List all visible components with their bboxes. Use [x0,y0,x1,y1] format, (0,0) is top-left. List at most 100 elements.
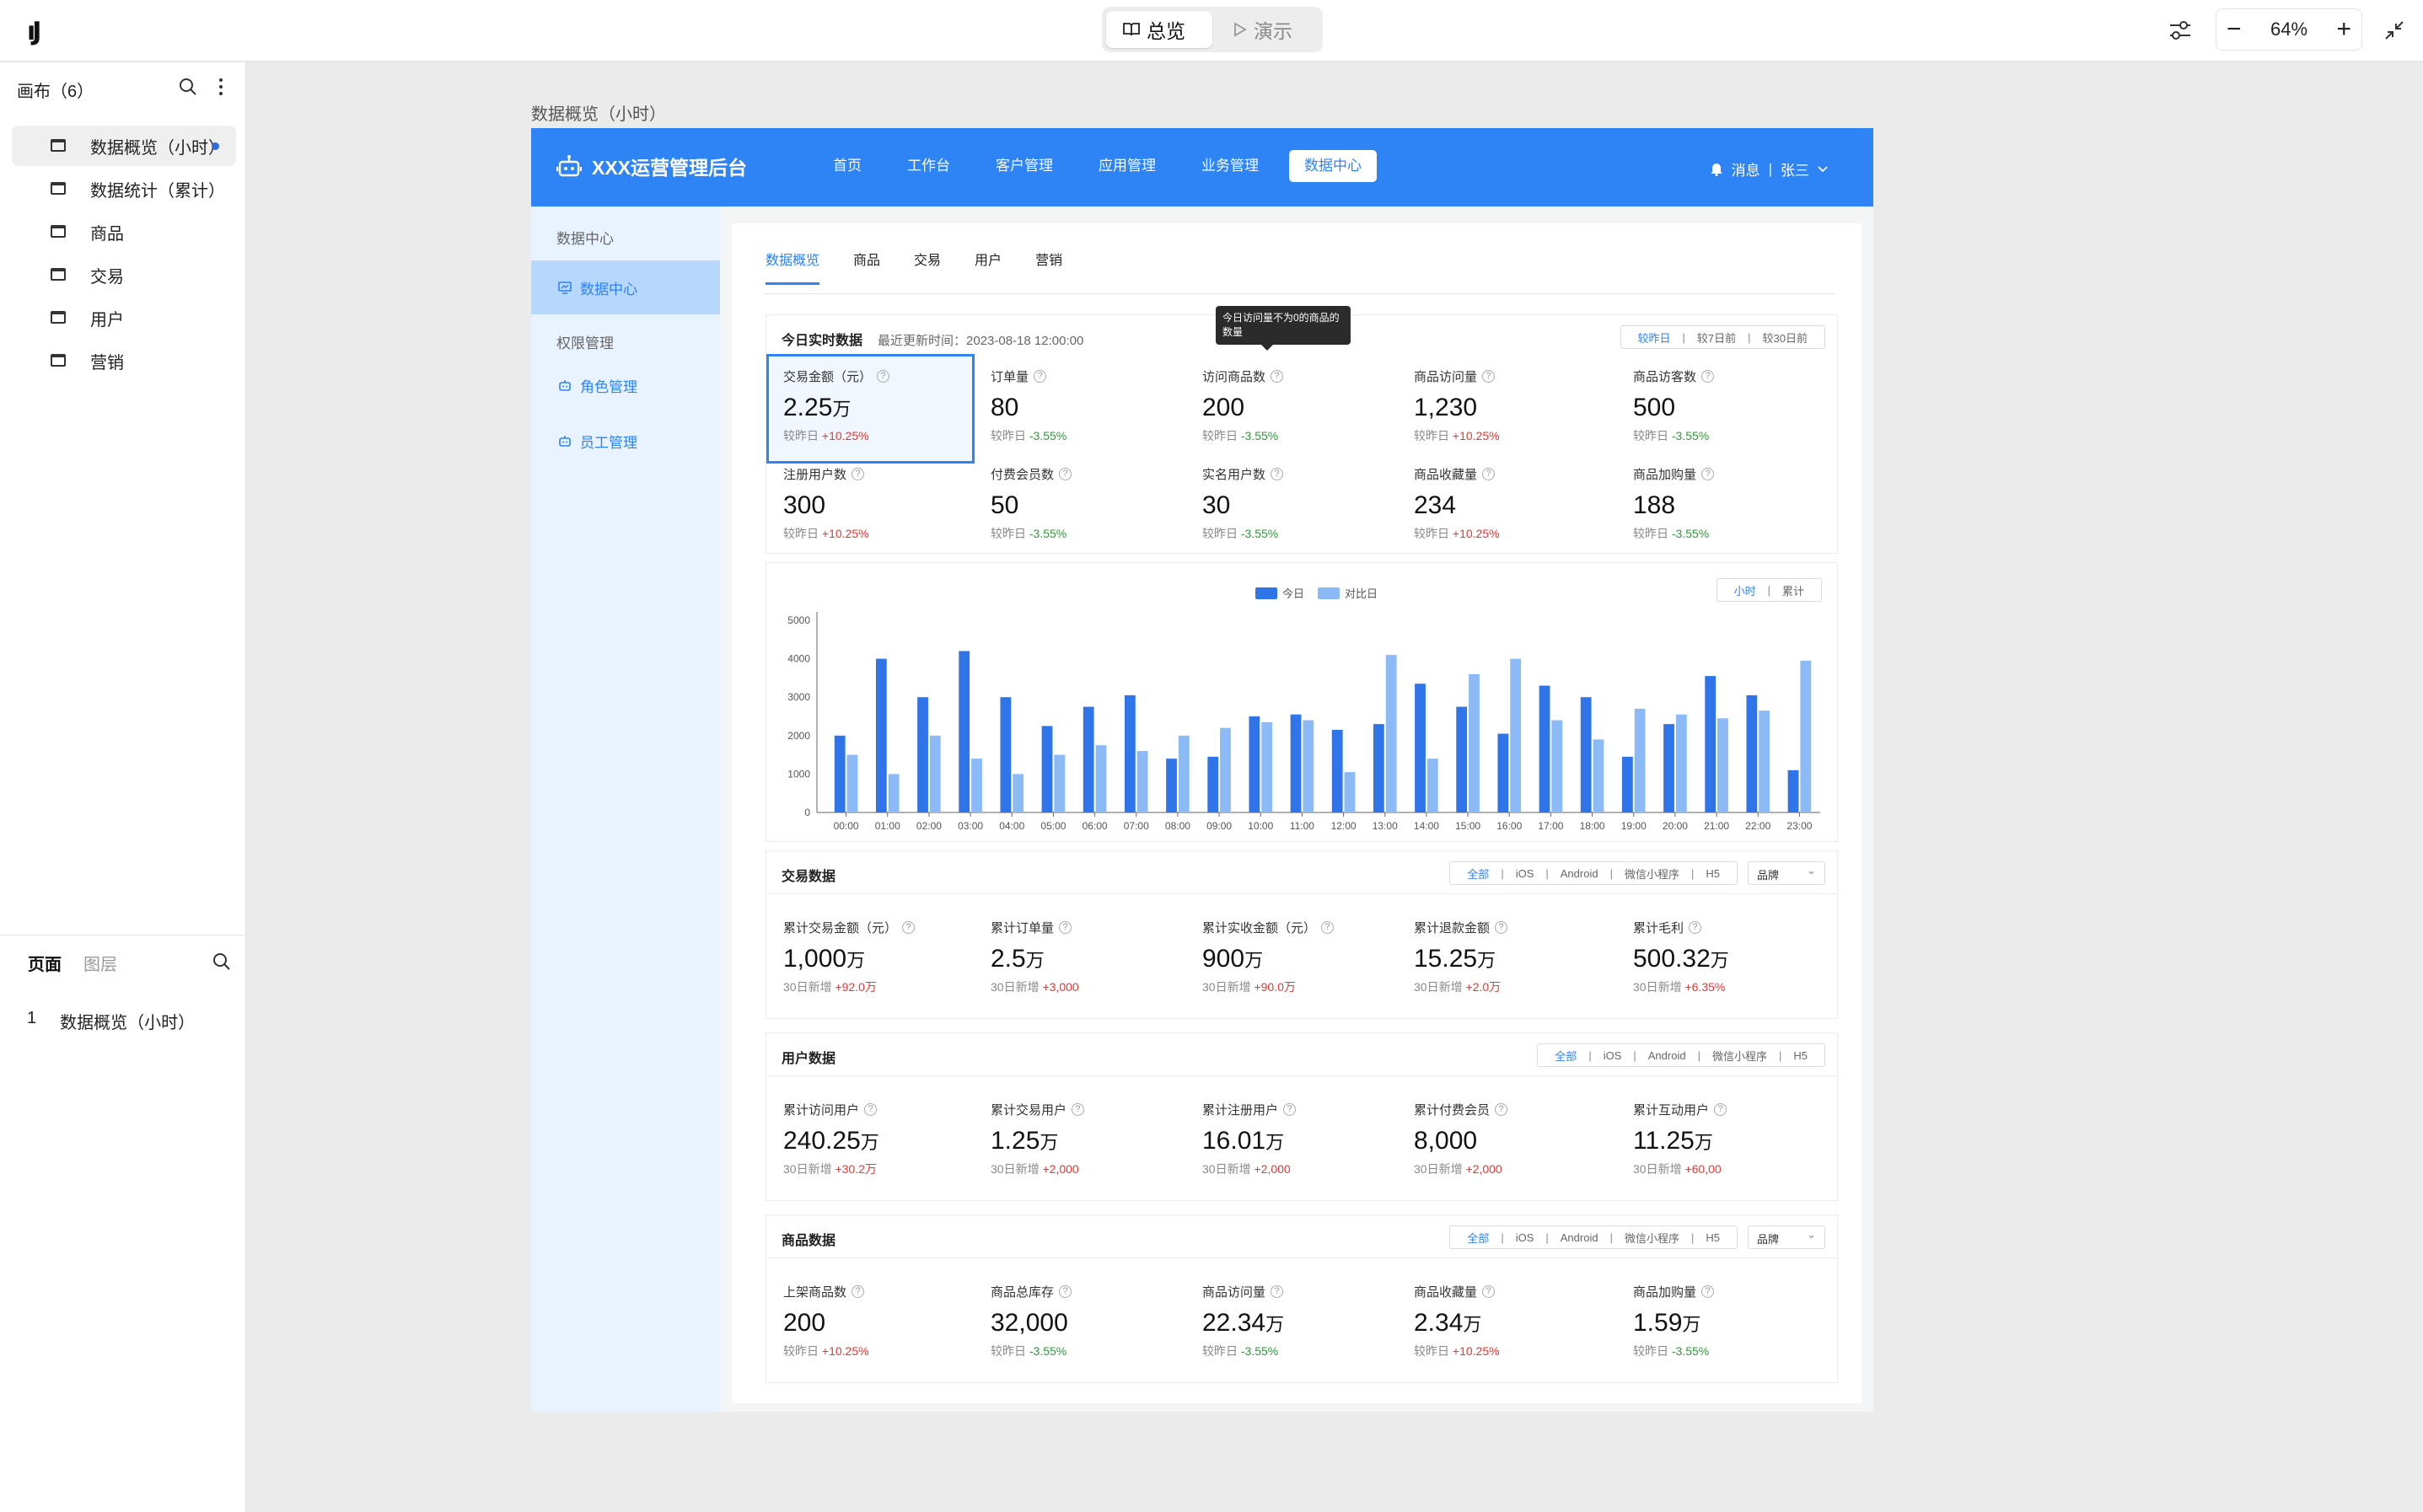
stat-tile[interactable]: 实名用户数? 30 较昨日 -3.55% [1202,465,1284,542]
stat-tile[interactable]: 累计交易金额（元）? 1,000万 30日新增 +92.0万 [783,919,916,995]
stat-tile[interactable]: 累计实收金额（元）? 900万 30日新增 +90.0万 [1202,919,1335,995]
stat-tile[interactable]: 访问商品数? 200 较昨日 -3.55% [1202,367,1284,444]
collapse-button[interactable] [2379,15,2410,46]
help-icon[interactable]: ? [1482,468,1496,480]
help-icon[interactable]: ? [877,370,890,383]
help-icon[interactable]: ? [1059,921,1072,934]
platform-h5[interactable]: H5 [1706,1231,1720,1244]
compare-yesterday[interactable]: 较昨日 [1637,331,1671,345]
tab-marketing[interactable]: 营销 [1035,254,1063,268]
help-icon[interactable]: ? [1495,921,1508,934]
stat-tile[interactable]: 商品总库存? 32,000 较昨日 -3.55% [991,1283,1072,1359]
canvas-item-hourly-overview[interactable]: 数据概览（小时） [12,126,236,166]
help-icon[interactable]: ? [1689,921,1702,934]
help-icon[interactable]: ? [1701,370,1715,383]
canvas-item-cumulative-stats[interactable]: 数据统计（累计） [12,169,236,209]
stat-tile[interactable]: 上架商品数? 200 较昨日 +10.25% [783,1283,869,1359]
canvas-item-users[interactable]: 用户 [12,298,236,338]
zoom-level[interactable]: 64% [2270,19,2308,40]
help-icon[interactable]: ? [1271,1285,1284,1298]
nav-workbench[interactable]: 工作台 [907,158,950,174]
trade-brand-select[interactable]: 品牌 ⌄ [1748,861,1825,885]
user-name[interactable]: 张三 [1781,163,1809,179]
help-icon[interactable]: ? [852,468,865,480]
platform-h5[interactable]: H5 [1706,866,1720,880]
selected-stat-highlight[interactable] [766,354,975,464]
goods-brand-select[interactable]: 品牌 ⌄ [1748,1225,1825,1249]
zoom-in-button[interactable]: + [2336,15,2351,43]
messages-link[interactable]: 消息 [1731,163,1760,179]
stat-tile[interactable]: 累计订单量? 2.5万 30日新增 +3,000 [991,919,1079,995]
help-icon[interactable]: ? [1482,1285,1496,1298]
stat-tile[interactable]: 累计付费会员? 8,000 30日新增 +2,000 [1414,1101,1508,1177]
zoom-out-button[interactable]: − [2227,15,2242,43]
compare-30days[interactable]: 较30日前 [1762,331,1808,345]
platform-wechat[interactable]: 微信小程序 [1624,1231,1679,1245]
help-icon[interactable]: ? [1283,1103,1297,1116]
tab-trade[interactable]: 交易 [914,254,942,268]
sidebar-item-data-center[interactable]: 数据中心 [531,260,720,314]
help-icon[interactable]: ? [852,1285,865,1298]
stat-tile[interactable]: 累计毛利? 500.32万 30日新增 +6.35% [1633,919,1729,995]
stat-tile[interactable]: 商品访问量? 1,230 较昨日 +10.25% [1414,367,1500,444]
stat-tile[interactable]: 商品收藏量? 2.34万 较昨日 +10.25% [1414,1283,1500,1359]
help-icon[interactable]: ? [1059,468,1072,480]
help-icon[interactable]: ? [902,921,916,934]
canvas-more-button[interactable] [212,76,229,98]
stat-tile[interactable]: 商品收藏量? 234 较昨日 +10.25% [1414,465,1500,542]
help-icon[interactable]: ? [1059,1285,1072,1298]
nav-apps[interactable]: 应用管理 [1099,158,1156,174]
tab-users[interactable]: 用户 [975,254,1002,268]
stat-tile[interactable]: 商品加购量? 1.59万 较昨日 -3.55% [1633,1283,1715,1359]
chart-mode-hourly[interactable]: 小时 [1733,584,1756,598]
stat-tile[interactable]: 累计退款金额? 15.25万 30日新增 +2.0万 [1414,919,1508,995]
platform-all[interactable]: 全部 [1467,867,1490,881]
tab-layers[interactable]: 图层 [83,956,117,974]
compare-7days[interactable]: 较7日前 [1696,331,1737,345]
platform-ios[interactable]: iOS [1515,866,1534,880]
sidebar-item-roles[interactable]: 角色管理 [531,358,720,412]
platform-all[interactable]: 全部 [1555,1049,1577,1063]
canvas-item-goods[interactable]: 商品 [12,212,236,252]
settings-sliders-button[interactable] [2165,15,2195,46]
platform-all[interactable]: 全部 [1467,1231,1490,1245]
app-brand[interactable]: XXX运营管理后台 [556,152,747,180]
help-icon[interactable]: ? [864,1103,878,1116]
nav-customers[interactable]: 客户管理 [996,158,1053,174]
help-icon[interactable]: ? [1495,1103,1508,1116]
tab-overview[interactable]: 数据概览 [766,249,820,285]
overview-mode-button[interactable]: 总览 [1106,11,1212,48]
stat-tile[interactable]: 付费会员数? 50 较昨日 -3.55% [991,465,1072,542]
help-icon[interactable]: ? [1714,1103,1727,1116]
help-icon[interactable]: ? [1072,1103,1085,1116]
chart-mode-cumulative[interactable]: 累计 [1781,584,1804,598]
help-icon[interactable]: ? [1271,468,1284,480]
nav-business[interactable]: 业务管理 [1201,158,1259,174]
stat-tile[interactable]: 累计访问用户? 240.25万 30日新增 +30.2万 [783,1101,879,1177]
tab-pages[interactable]: 页面 [28,956,62,974]
sidebar-item-staff[interactable]: 员工管理 [531,414,720,468]
canvas-item-marketing[interactable]: 营销 [12,340,236,381]
stat-tile[interactable]: 商品访客数? 500 较昨日 -3.55% [1633,367,1715,444]
canvas-search-button[interactable] [177,76,199,98]
platform-android[interactable]: Android [1560,866,1598,880]
help-icon[interactable]: ? [1034,370,1047,383]
stat-tile[interactable]: 订单量? 80 较昨日 -3.55% [991,367,1066,444]
platform-android[interactable]: Android [1560,1231,1598,1244]
help-icon[interactable]: ? [1271,370,1284,383]
stat-tile[interactable]: 交易金额（元）? 2.25万 较昨日 +10.25% [783,367,890,444]
chevron-down-icon[interactable] [1818,165,1828,173]
stat-tile[interactable]: 累计注册用户? 16.01万 30日新增 +2,000 [1202,1101,1297,1177]
help-icon[interactable]: ? [1321,921,1335,934]
app-logo-icon[interactable]: ıJ [27,17,42,46]
platform-h5[interactable]: H5 [1793,1048,1808,1062]
frame-title[interactable]: 数据概览（小时） [531,105,666,124]
tab-goods[interactable]: 商品 [853,254,881,268]
platform-android[interactable]: Android [1647,1048,1686,1062]
platform-wechat[interactable]: 微信小程序 [1711,1049,1767,1063]
stat-tile[interactable]: 注册用户数? 300 较昨日 +10.25% [783,465,869,542]
canvas-item-trade[interactable]: 交易 [12,255,236,295]
bell-icon[interactable] [1710,162,1723,176]
stat-tile[interactable]: 商品访问量? 22.34万 较昨日 -3.55% [1202,1283,1284,1359]
stat-tile[interactable]: 累计互动用户? 11.25万 30日新增 +60,00 [1633,1101,1727,1177]
